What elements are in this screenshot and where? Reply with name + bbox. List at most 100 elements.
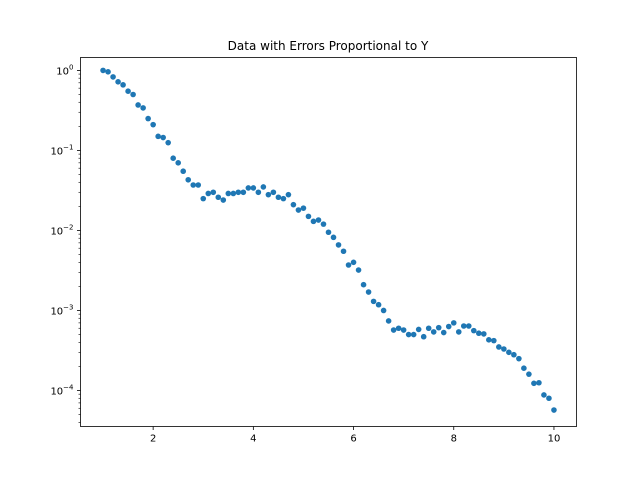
data-point [115, 79, 121, 85]
data-point [110, 74, 116, 80]
data-point [435, 324, 442, 331]
data-point [460, 323, 467, 329]
data-point [180, 168, 187, 175]
y-tick-label-base: 10 [50, 146, 63, 157]
data-point [280, 195, 287, 202]
data-point [245, 185, 252, 191]
data-point [270, 189, 277, 196]
data-point [300, 205, 307, 211]
data-point [235, 189, 242, 196]
data-point [491, 337, 497, 344]
data-point [501, 346, 507, 352]
data-point [425, 325, 432, 332]
data-point [340, 248, 347, 255]
data-point [521, 365, 527, 372]
data-point [551, 407, 557, 413]
data-point [350, 259, 357, 266]
data-point [415, 326, 422, 333]
data-point [330, 234, 337, 241]
y-tick-label-exponent: −2 [63, 223, 73, 231]
data-point [260, 184, 267, 190]
data-point [175, 160, 181, 166]
data-point [195, 182, 202, 188]
y-tick-label-base: 10 [50, 387, 63, 398]
data-point [295, 207, 302, 213]
data-point [335, 242, 342, 248]
data-point [511, 351, 517, 358]
data-point [160, 134, 166, 141]
data-point [355, 267, 362, 273]
chart-title: Data with Errors Proportional to Y [228, 39, 429, 53]
data-point [345, 262, 352, 268]
data-point [445, 323, 452, 330]
data-point [120, 82, 126, 88]
data-point [155, 133, 161, 140]
data-point [305, 213, 312, 220]
data-point [130, 91, 136, 98]
data-point [265, 191, 272, 198]
data-point [215, 194, 222, 201]
y-tick-label: 10−4 [50, 384, 74, 398]
data-point [385, 318, 392, 324]
y-tick-label-exponent: −1 [63, 143, 73, 151]
data-point [395, 325, 402, 332]
y-tick-label-base: 10 [56, 66, 69, 77]
data-point [531, 380, 537, 387]
data-point [486, 337, 492, 343]
data-point [165, 139, 171, 146]
data-point [275, 194, 282, 201]
data-points [100, 67, 557, 413]
data-point [220, 197, 227, 203]
data-point [496, 344, 502, 350]
data-point [320, 221, 327, 227]
data-point [455, 329, 462, 335]
y-tick-label: 10−3 [50, 303, 73, 317]
x-tick-label: 10 [548, 434, 561, 445]
data-point [410, 331, 417, 338]
data-point [170, 155, 176, 161]
y-tick-label: 100 [56, 63, 73, 77]
data-point [465, 323, 472, 329]
data-point [230, 190, 237, 197]
data-point [225, 190, 232, 197]
y-tick-label-exponent: −3 [63, 303, 73, 311]
x-tick-label: 8 [451, 434, 457, 445]
data-point [430, 329, 437, 335]
data-point [310, 218, 317, 225]
data-point [365, 289, 372, 295]
data-point [360, 281, 367, 288]
data-point [135, 102, 141, 108]
x-tick-label: 6 [350, 434, 356, 445]
data-point [145, 115, 151, 122]
data-point [255, 189, 262, 196]
data-point [450, 320, 457, 326]
data-point [546, 395, 552, 402]
data-point [315, 217, 322, 223]
data-point [420, 333, 427, 340]
data-point [150, 121, 156, 128]
x-axis: 2 4 6 8 10 [150, 426, 561, 445]
x-tick-label: 2 [150, 434, 156, 445]
data-point [390, 327, 397, 333]
data-point [100, 67, 106, 74]
data-point [440, 329, 447, 336]
data-point [210, 189, 217, 196]
data-point [325, 229, 332, 236]
data-point [205, 190, 212, 197]
data-point [125, 88, 131, 94]
y-tick-label-exponent: −4 [63, 384, 74, 392]
data-point [481, 331, 487, 337]
x-tick-label: 4 [250, 434, 256, 445]
data-point [285, 191, 292, 198]
data-point [476, 330, 482, 337]
plot-frame [80, 57, 577, 427]
data-point [190, 182, 197, 188]
data-point [105, 69, 111, 75]
y-tick-label: 10−1 [50, 143, 73, 157]
data-point [506, 349, 512, 356]
data-point [526, 371, 532, 377]
data-point [375, 301, 382, 308]
data-point [541, 392, 547, 398]
